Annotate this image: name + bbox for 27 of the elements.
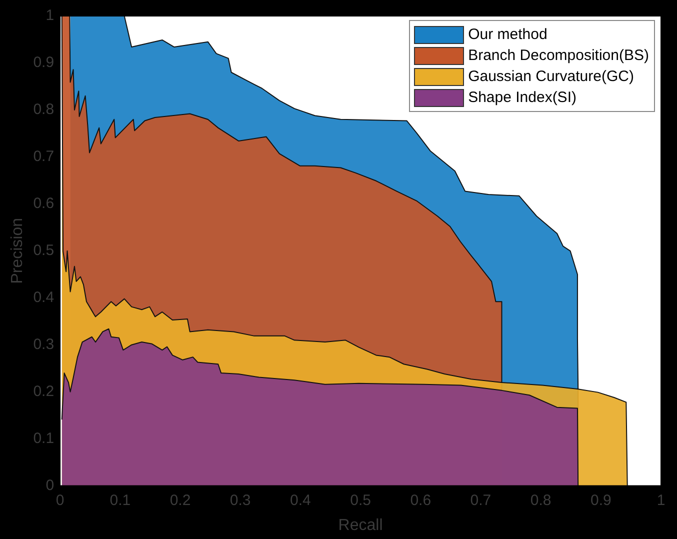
y-tick-label: 0.8: [33, 101, 54, 118]
x-tick-label: 0.9: [590, 492, 612, 509]
x-tick-label: 1: [656, 492, 666, 509]
x-tick-label: 0.5: [350, 492, 371, 509]
x-tick-label: 0.3: [230, 492, 251, 509]
x-tick-label: 0.7: [470, 492, 492, 509]
legend-label: Branch Decomposition(BS): [468, 47, 649, 64]
x-tick-label: 0.2: [170, 492, 191, 509]
y-tick-label: 0: [46, 476, 54, 494]
y-axis-title: Precision: [9, 218, 26, 284]
x-tick-label: 0.6: [410, 492, 432, 509]
y-tick-label: 0.3: [33, 336, 54, 353]
legend-label: Gaussian Curvature(GC): [468, 68, 634, 85]
y-tick-label: 0.5: [33, 242, 54, 260]
legend-label: Shape Index(SI): [468, 89, 576, 106]
x-tick-label: 0.4: [290, 492, 311, 509]
x-tick-label: 0.1: [110, 492, 131, 509]
y-tick-label: 0.1: [33, 430, 54, 447]
x-tick-label: 0.8: [530, 492, 552, 509]
y-tick-label: 0.7: [33, 148, 54, 166]
y-tick-label: 1: [46, 7, 54, 24]
y-tick-label: 0.9: [33, 54, 54, 72]
x-axis-title: Recall: [338, 516, 383, 534]
legend-label: Our method: [468, 26, 548, 43]
y-tick-label: 0.2: [33, 382, 54, 400]
y-tick-label: 0.6: [33, 195, 54, 212]
y-tick-label: 0.4: [33, 289, 54, 306]
